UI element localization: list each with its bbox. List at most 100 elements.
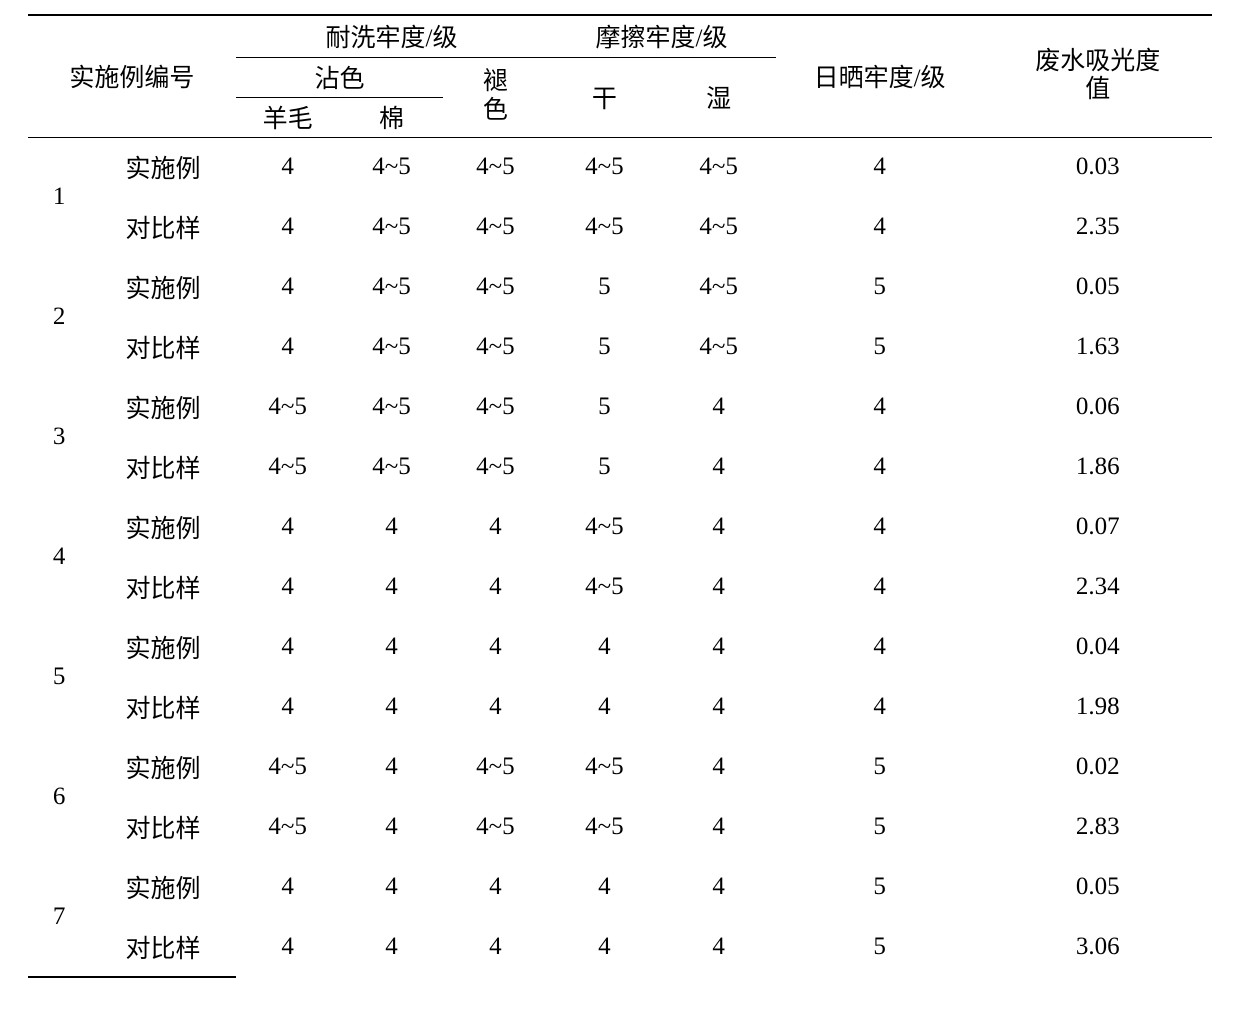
cell-wet: 4 [661, 857, 775, 917]
cell-wet: 4~5 [661, 197, 775, 257]
table-row: 对比样4~54~54~55441.86 [28, 437, 1212, 497]
cell-absorbance: 0.07 [983, 497, 1212, 557]
cell-sun: 5 [776, 917, 984, 977]
table-row: 对比样44~54~54~54~542.35 [28, 197, 1212, 257]
col-header-dry: 干 [547, 57, 661, 137]
cell-wool: 4 [236, 197, 340, 257]
cell-dry: 5 [547, 437, 661, 497]
cell-sun: 5 [776, 317, 984, 377]
cell-sun: 5 [776, 257, 984, 317]
table-row: 对比样4444453.06 [28, 917, 1212, 977]
cell-group-index: 7 [28, 857, 90, 977]
cell-wool: 4 [236, 857, 340, 917]
cell-wool: 4 [236, 557, 340, 617]
cell-wet: 4 [661, 677, 775, 737]
cell-wet: 4 [661, 437, 775, 497]
col-header-wool: 羊毛 [236, 97, 340, 137]
cell-wool: 4 [236, 497, 340, 557]
table-row: 1实施例44~54~54~54~540.03 [28, 137, 1212, 197]
cell-wool: 4 [236, 677, 340, 737]
col-header-cotton: 棉 [340, 97, 444, 137]
table-row: 2实施例44~54~554~550.05 [28, 257, 1212, 317]
cell-dry: 5 [547, 257, 661, 317]
cell-sun: 4 [776, 197, 984, 257]
table-header: 实施例编号 耐洗牢度/级 摩擦牢度/级 日晒牢度/级 废水吸光度 值 沾色 褪 … [28, 15, 1212, 137]
cell-row-type: 实施例 [90, 857, 235, 917]
cell-wet: 4~5 [661, 317, 775, 377]
cell-dry: 4~5 [547, 497, 661, 557]
cell-cotton: 4 [340, 797, 444, 857]
col-header-rub-fastness: 摩擦牢度/级 [547, 15, 775, 57]
cell-fade: 4~5 [443, 257, 547, 317]
cell-sun: 4 [776, 377, 984, 437]
cell-sun: 5 [776, 797, 984, 857]
cell-group-index: 5 [28, 617, 90, 737]
cell-absorbance: 1.98 [983, 677, 1212, 737]
cell-row-type: 对比样 [90, 917, 235, 977]
col-header-absorbance-l2: 值 [1085, 76, 1110, 103]
table-row: 对比样4444441.98 [28, 677, 1212, 737]
cell-absorbance: 0.03 [983, 137, 1212, 197]
cell-fade: 4~5 [443, 437, 547, 497]
col-header-fade-l1: 褪 [483, 68, 508, 95]
col-header-absorbance: 废水吸光度 值 [983, 15, 1212, 137]
cell-sun: 4 [776, 437, 984, 497]
cell-wool: 4~5 [236, 797, 340, 857]
table-row: 对比样4~544~54~5452.83 [28, 797, 1212, 857]
cell-dry: 4 [547, 917, 661, 977]
col-header-fade-l2: 色 [483, 97, 508, 124]
cell-dry: 5 [547, 317, 661, 377]
cell-dry: 4 [547, 617, 661, 677]
cell-row-type: 对比样 [90, 797, 235, 857]
col-header-example-no: 实施例编号 [28, 15, 236, 137]
cell-cotton: 4~5 [340, 197, 444, 257]
cell-row-type: 对比样 [90, 197, 235, 257]
cell-absorbance: 0.06 [983, 377, 1212, 437]
col-header-wash-fastness: 耐洗牢度/级 [236, 15, 548, 57]
cell-absorbance: 2.35 [983, 197, 1212, 257]
fastness-table: 实施例编号 耐洗牢度/级 摩擦牢度/级 日晒牢度/级 废水吸光度 值 沾色 褪 … [28, 14, 1212, 978]
table-row: 3实施例4~54~54~55440.06 [28, 377, 1212, 437]
cell-absorbance: 2.34 [983, 557, 1212, 617]
cell-wool: 4 [236, 137, 340, 197]
cell-fade: 4 [443, 617, 547, 677]
cell-cotton: 4 [340, 737, 444, 797]
table-body: 1实施例44~54~54~54~540.03对比样44~54~54~54~542… [28, 137, 1212, 977]
cell-fade: 4 [443, 557, 547, 617]
cell-row-type: 对比样 [90, 677, 235, 737]
cell-row-type: 对比样 [90, 557, 235, 617]
cell-sun: 4 [776, 677, 984, 737]
cell-group-index: 1 [28, 137, 90, 257]
col-header-sun-fastness: 日晒牢度/级 [776, 15, 984, 137]
cell-sun: 4 [776, 617, 984, 677]
cell-group-index: 3 [28, 377, 90, 497]
cell-cotton: 4~5 [340, 257, 444, 317]
cell-absorbance: 0.05 [983, 257, 1212, 317]
cell-absorbance: 2.83 [983, 797, 1212, 857]
col-header-absorbance-l1: 废水吸光度 [1035, 48, 1160, 75]
cell-wet: 4~5 [661, 137, 775, 197]
col-header-wet: 湿 [661, 57, 775, 137]
cell-cotton: 4~5 [340, 437, 444, 497]
cell-cotton: 4 [340, 857, 444, 917]
cell-wool: 4~5 [236, 377, 340, 437]
cell-fade: 4~5 [443, 797, 547, 857]
table-row: 4实施例4444~5440.07 [28, 497, 1212, 557]
cell-wool: 4~5 [236, 437, 340, 497]
cell-row-type: 实施例 [90, 617, 235, 677]
cell-row-type: 实施例 [90, 137, 235, 197]
cell-sun: 4 [776, 497, 984, 557]
table-row: 对比样44~54~554~551.63 [28, 317, 1212, 377]
cell-row-type: 实施例 [90, 497, 235, 557]
cell-fade: 4~5 [443, 377, 547, 437]
cell-wool: 4 [236, 917, 340, 977]
cell-sun: 5 [776, 857, 984, 917]
cell-dry: 4~5 [547, 737, 661, 797]
cell-wet: 4 [661, 557, 775, 617]
col-header-staining: 沾色 [236, 57, 444, 97]
cell-absorbance: 1.86 [983, 437, 1212, 497]
cell-fade: 4~5 [443, 737, 547, 797]
col-header-fade: 褪 色 [443, 57, 547, 137]
cell-cotton: 4 [340, 677, 444, 737]
table-row: 5实施例4444440.04 [28, 617, 1212, 677]
